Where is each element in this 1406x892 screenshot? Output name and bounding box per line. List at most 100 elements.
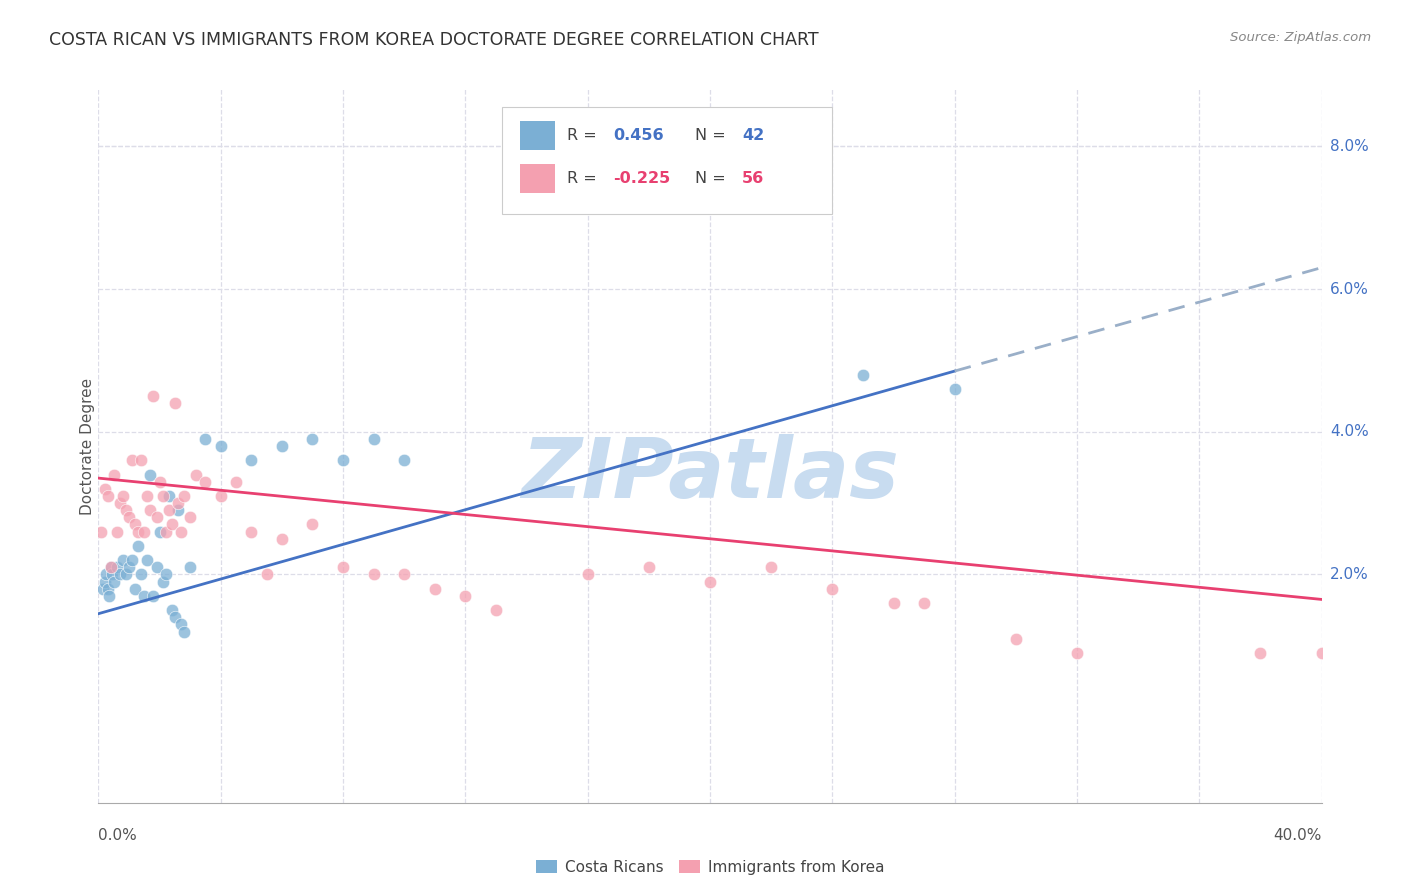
Point [943, 382, 966, 396]
Bar [520, 164, 555, 193]
Point [699, 574, 721, 589]
Point [821, 582, 844, 596]
Point [118, 560, 141, 574]
Point [301, 432, 323, 446]
Text: -0.225: -0.225 [613, 171, 671, 186]
Point [256, 567, 278, 582]
Point [100, 560, 122, 574]
Point [134, 589, 156, 603]
Point [142, 389, 165, 403]
Point [761, 560, 783, 574]
Bar [520, 121, 555, 150]
Point [108, 496, 131, 510]
Point [121, 553, 143, 567]
Text: ZIPatlas: ZIPatlas [522, 434, 898, 515]
Point [912, 596, 935, 610]
Point [93, 482, 115, 496]
Point [170, 617, 193, 632]
Point [142, 589, 165, 603]
Text: COSTA RICAN VS IMMIGRANTS FROM KOREA DOCTORATE DEGREE CORRELATION CHART: COSTA RICAN VS IMMIGRANTS FROM KOREA DOC… [49, 31, 818, 49]
Point [127, 539, 149, 553]
Point [94, 567, 117, 582]
Point [167, 503, 190, 517]
Point [454, 589, 477, 603]
Text: 42: 42 [742, 128, 763, 143]
Point [90, 524, 112, 539]
Point [173, 489, 195, 503]
Point [637, 560, 661, 574]
Point [363, 567, 385, 582]
Point [186, 467, 208, 482]
Point [270, 439, 294, 453]
Point [101, 567, 124, 582]
Point [127, 524, 149, 539]
Point [98, 589, 121, 603]
Point [240, 453, 263, 467]
Point [363, 432, 385, 446]
Point [194, 475, 217, 489]
Point [136, 553, 159, 567]
Point [209, 489, 232, 503]
Text: 2.0%: 2.0% [1330, 567, 1368, 582]
Text: 6.0%: 6.0% [1330, 282, 1369, 296]
Point [883, 596, 905, 610]
Point [155, 567, 177, 582]
Point [136, 489, 159, 503]
Point [173, 624, 195, 639]
Point [423, 582, 446, 596]
Point [179, 560, 201, 574]
Text: 4.0%: 4.0% [1330, 425, 1368, 439]
Point [111, 553, 134, 567]
Text: 0.0%: 0.0% [98, 828, 138, 843]
Point [103, 467, 125, 482]
Point [157, 503, 180, 517]
Point [129, 567, 152, 582]
Point [111, 489, 134, 503]
Point [209, 439, 232, 453]
Point [91, 582, 114, 596]
Text: N =: N = [696, 171, 731, 186]
Point [134, 524, 156, 539]
Point [392, 453, 416, 467]
Text: 0.456: 0.456 [613, 128, 664, 143]
Point [118, 510, 141, 524]
Text: 56: 56 [742, 171, 763, 186]
Point [240, 524, 263, 539]
Point [139, 503, 162, 517]
Point [1004, 632, 1026, 646]
Point [124, 517, 146, 532]
Point [145, 510, 167, 524]
Point [97, 489, 120, 503]
Point [124, 582, 146, 596]
FancyBboxPatch shape [502, 107, 832, 214]
Point [145, 560, 167, 574]
Point [163, 610, 186, 624]
Point [225, 475, 247, 489]
Point [105, 560, 128, 574]
Point [152, 574, 174, 589]
Point [1250, 646, 1272, 660]
Point [546, 189, 568, 203]
Legend: Costa Ricans, Immigrants from Korea: Costa Ricans, Immigrants from Korea [530, 854, 890, 880]
Point [332, 453, 354, 467]
Point [105, 524, 128, 539]
Point [852, 368, 875, 382]
Point [1310, 646, 1333, 660]
Point [121, 453, 143, 467]
Point [392, 567, 416, 582]
Point [157, 489, 180, 503]
Point [149, 475, 172, 489]
Point [115, 503, 138, 517]
Point [103, 574, 125, 589]
Point [155, 524, 177, 539]
Point [301, 517, 323, 532]
Point [160, 517, 183, 532]
Point [485, 603, 508, 617]
Point [167, 496, 190, 510]
Y-axis label: Doctorate Degree: Doctorate Degree [80, 377, 94, 515]
Text: R =: R = [567, 171, 602, 186]
Point [97, 582, 120, 596]
Point [179, 510, 201, 524]
Point [160, 603, 183, 617]
Point [108, 567, 131, 582]
